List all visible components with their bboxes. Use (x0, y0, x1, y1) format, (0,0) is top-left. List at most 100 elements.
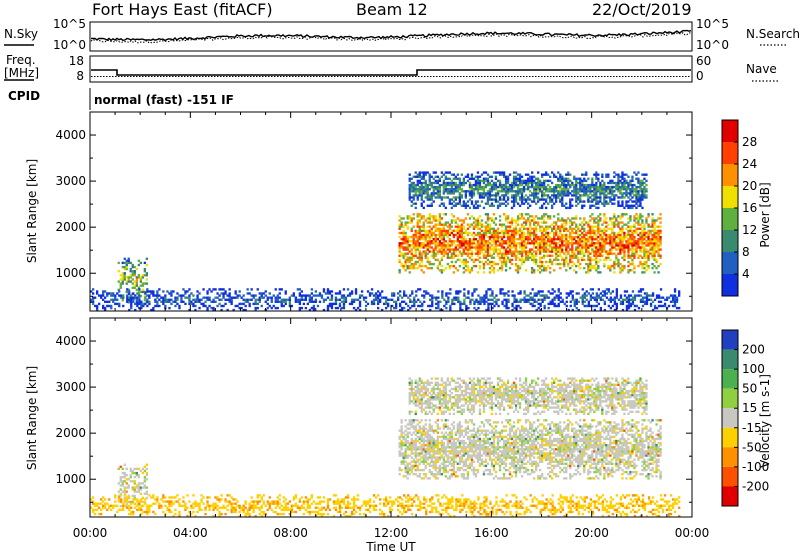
range-gate-cell (466, 223, 470, 226)
range-gate-cell (637, 185, 640, 189)
range-gate-cell (512, 177, 516, 180)
range-gate-cell (599, 185, 602, 189)
range-gate-cell (541, 181, 544, 185)
range-gate-cell (619, 196, 622, 199)
range-gate-cell (514, 181, 518, 185)
range-gate-cell (466, 231, 470, 235)
range-gate-cell (458, 231, 462, 235)
range-gate-cell (117, 270, 120, 273)
range-gate-cell (607, 298, 611, 301)
range-gate-cell (651, 308, 655, 312)
range-gate-cell (402, 225, 405, 228)
range-gate-cell (579, 194, 582, 197)
range-gate-cell (454, 248, 458, 251)
range-gate-cell (504, 254, 508, 257)
range-gate-cell (385, 300, 388, 303)
range-gate-cell (599, 183, 602, 187)
range-gate-cell (206, 306, 209, 310)
range-gate-cell (553, 190, 556, 193)
range-gate-cell (446, 256, 450, 259)
range-gate-cell (470, 175, 474, 178)
range-gate-cell (424, 190, 427, 193)
range-gate-cell (524, 188, 528, 191)
range-gate-cell (182, 294, 185, 297)
range-gate-cell (561, 256, 564, 259)
range-gate-cell (476, 188, 480, 191)
range-gate-cell (494, 194, 498, 197)
range-gate-cell (522, 250, 526, 253)
range-gate-cell (120, 296, 123, 299)
range-gate-cell (609, 227, 612, 230)
range-gate-cell (412, 267, 415, 270)
range-gate-cell (547, 254, 550, 257)
range-gate-cell (539, 246, 542, 249)
range-gate-cell (118, 302, 121, 306)
range-gate-cell (595, 260, 598, 264)
range-gate-cell (541, 294, 544, 297)
range-gate-cell (615, 235, 618, 239)
range-gate-cell (502, 229, 506, 233)
range-gate-cell (429, 308, 432, 312)
range-gate-cell (555, 304, 558, 308)
range-gate-cell (603, 229, 606, 233)
range-gate-cell (218, 302, 221, 306)
range-gate-cell (230, 300, 233, 303)
range-gate-cell (539, 302, 542, 306)
range-gate-cell (438, 219, 442, 222)
range-gate-cell (597, 244, 600, 247)
range-gate-cell (512, 171, 516, 174)
range-gate-cell (633, 171, 636, 174)
range-gate-cell (541, 238, 544, 241)
range-gate-cell (456, 240, 460, 243)
range-gate-cell (470, 246, 474, 249)
range-gate-cell (441, 308, 444, 312)
range-gate-cell (617, 244, 620, 247)
range-gate-cell (126, 298, 129, 301)
range-gate-cell (495, 298, 498, 301)
range-gate-cell (597, 206, 600, 210)
range-gate-cell (472, 221, 476, 224)
range-gate-cell (555, 223, 558, 226)
range-gate-cell (587, 229, 590, 233)
range-gate-cell (559, 254, 562, 257)
range-gate-cell (424, 254, 427, 257)
range-gate-cell (547, 183, 550, 187)
range-gate-cell (639, 300, 643, 303)
range-gate-cell (514, 227, 518, 230)
range-gate-cell (593, 244, 596, 247)
range-gate-cell (611, 188, 614, 191)
range-gate-cell (647, 242, 650, 245)
range-gate-cell (595, 185, 598, 189)
range-gate-cell (645, 235, 648, 239)
range-gate-cell (137, 490, 141, 493)
range-gate-cell (456, 244, 460, 247)
range-gate-cell (118, 294, 121, 297)
range-gate-cell (314, 300, 318, 303)
range-gate-cell (412, 448, 415, 451)
range-gate-cell (476, 204, 480, 207)
range-gate-cell (454, 188, 458, 191)
range-gate-cell (298, 288, 302, 291)
range-gate-cell (533, 292, 536, 295)
range-gate-cell (256, 288, 259, 291)
range-gate-cell (292, 292, 296, 295)
range-gate-cell (506, 225, 510, 228)
range-gate-cell (408, 198, 411, 201)
range-gate-cell (222, 294, 225, 297)
range-gate-cell (535, 192, 538, 195)
range-gate-cell (627, 233, 630, 237)
range-gate-cell (529, 242, 532, 245)
range-gate-cell (406, 235, 409, 239)
range-gate-cell (506, 177, 510, 180)
range-gate-cell (589, 204, 592, 207)
range-gate-cell (486, 254, 490, 257)
range-gate-cell (456, 269, 460, 272)
range-gate-cell (412, 262, 415, 266)
range-gate-cell (488, 238, 492, 241)
range-gate-cell (420, 242, 423, 245)
range-gate-cell (569, 258, 572, 262)
range-gate-cell (589, 227, 592, 230)
range-gate-cell (416, 225, 419, 228)
range-gate-cell (96, 304, 99, 308)
range-gate-cell (599, 252, 602, 255)
